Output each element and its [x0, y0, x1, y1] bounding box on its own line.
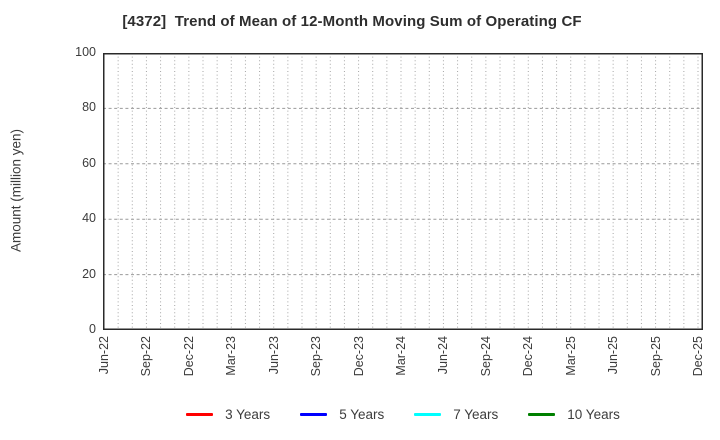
x-tick-label: Mar-24	[394, 336, 408, 376]
x-tick-label: Dec-22	[181, 336, 196, 377]
x-tick-label: Sep-25	[648, 336, 663, 377]
x-tick-label: Sep-22	[139, 336, 154, 377]
y-axis-label: Amount (million yen)	[8, 128, 24, 253]
legend-item: 3 Years	[186, 407, 270, 422]
legend-label: 7 Years	[453, 406, 499, 422]
y-tick-label: 0	[89, 322, 96, 336]
x-tick-label: Sep-24	[478, 336, 493, 377]
x-tick-label: Dec-24	[521, 336, 536, 377]
legend-line-swatch	[528, 412, 556, 416]
chart-title: [4372] Trend of Mean of 12-Month Moving …	[122, 13, 582, 30]
x-tick-label: Jun-24	[436, 336, 451, 375]
x-tick-label: Jun-25	[606, 336, 621, 375]
x-tick-label: Jun-22	[97, 336, 111, 375]
legend-item: 10 Years	[528, 407, 620, 422]
legend: 3 Years 5 Years 7 Years 10 Years	[103, 404, 703, 424]
x-tick-label: Mar-25	[563, 336, 578, 376]
legend-label: 5 Years	[339, 406, 385, 422]
x-tick-label: Mar-23	[224, 336, 239, 376]
x-tick-label: Dec-23	[351, 336, 366, 377]
plot-area	[103, 53, 703, 330]
legend-label: 3 Years	[225, 406, 271, 422]
x-tick-label: Sep-23	[309, 336, 324, 377]
y-tick-label: 80	[82, 100, 96, 115]
y-tick-label: 60	[82, 155, 96, 170]
legend-line-swatch	[186, 412, 214, 416]
x-tick-label: Jun-23	[266, 336, 281, 375]
y-tick-label: 40	[82, 211, 96, 226]
axis-border	[103, 53, 703, 330]
legend-item: 7 Years	[414, 407, 498, 422]
legend-line-swatch	[414, 412, 442, 416]
legend-line-swatch	[300, 412, 328, 416]
legend-label: 10 Years	[567, 406, 620, 422]
legend-item: 5 Years	[300, 407, 384, 422]
x-tick-label: Dec-25	[691, 336, 705, 377]
y-tick-label: 20	[82, 266, 96, 281]
gridlines-svg	[103, 53, 703, 330]
y-tick-label: 100	[75, 45, 96, 59]
